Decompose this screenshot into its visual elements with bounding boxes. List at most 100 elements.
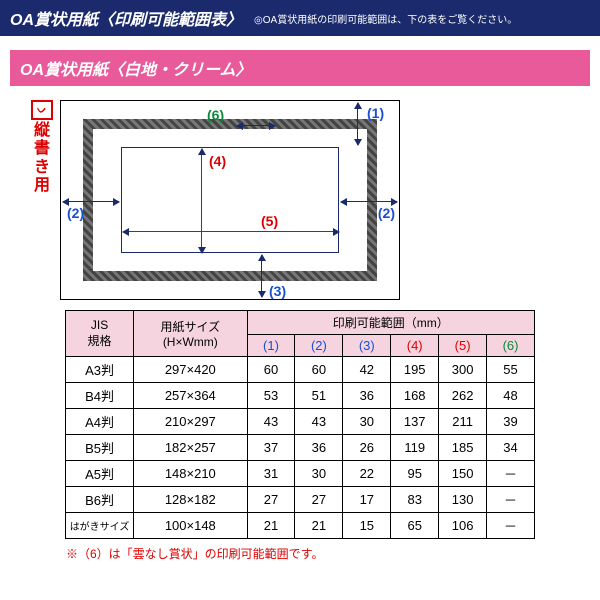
header-title: OA賞状用紙〈印刷可能範囲表〉 [10,6,242,30]
cell-v: 36 [343,383,391,409]
th-label: (3) [359,338,375,353]
dim-label-4: (4) [209,153,226,169]
cell-v: 15 [343,513,391,539]
table-row: A3判297×42060604219530055 [66,357,535,383]
cell-v: － [487,487,535,513]
arrow-4 [201,149,202,253]
cell-v: 168 [391,383,439,409]
cell-v: 30 [343,409,391,435]
cell-v: 34 [487,435,535,461]
cell-v: 27 [247,487,295,513]
vlabel-char: き [34,159,50,177]
th-c5: (5) [439,335,487,357]
cell-v: 83 [391,487,439,513]
table-row: B6判128×18227271783130－ [66,487,535,513]
th-label: 用紙サイズ (H×Wmm) [160,320,220,349]
printable-area [121,147,339,253]
cell-v: 211 [439,409,487,435]
cell-jis: A4判 [66,409,134,435]
arrow-1 [357,103,358,145]
th-c2: (2) [295,335,343,357]
arrow-2l [63,201,119,202]
cell-v: 150 [439,461,487,487]
cell-v: 48 [487,383,535,409]
cell-v: 65 [391,513,439,539]
th-label: (4) [407,338,423,353]
table-row: はがきサイズ100×14821211565106－ [66,513,535,539]
th-label: (5) [455,338,471,353]
cell-v: 21 [295,513,343,539]
cell-v: 185 [439,435,487,461]
th-c1: (1) [247,335,295,357]
dim-label-1: (1) [367,105,384,121]
th-label: (1) [263,338,279,353]
th-c3: (3) [343,335,391,357]
arrow-3 [261,255,262,297]
cell-v: 30 [295,461,343,487]
cell-jis: A3判 [66,357,134,383]
cell-jis: B5判 [66,435,134,461]
cell-size: 100×148 [134,513,247,539]
header-bar: OA賞状用紙〈印刷可能範囲表〉 ◎OA賞状用紙の印刷可能範囲は、下の表をご覧くだ… [0,0,600,36]
dim-label-3: (3) [269,283,286,299]
arrow-5 [123,231,339,232]
th-c4: (4) [391,335,439,357]
cell-size: 148×210 [134,461,247,487]
cell-v: 95 [391,461,439,487]
cell-v: 119 [391,435,439,461]
cell-v: 60 [295,357,343,383]
cell-v: 137 [391,409,439,435]
table-row: B5判182×25737362611918534 [66,435,535,461]
cell-size: 257×364 [134,383,247,409]
dim-label-2r: (2) [378,205,395,221]
th-label: JIS 規格 [88,318,112,348]
cell-v: 130 [439,487,487,513]
cell-size: 210×297 [134,409,247,435]
cell-v: 17 [343,487,391,513]
cell-v: 22 [343,461,391,487]
cell-jis: B6判 [66,487,134,513]
subtitle-bar: OA賞状用紙〈白地・クリーム〉 [10,50,590,86]
cell-v: 55 [487,357,535,383]
dim-label-6: (6) [207,107,224,123]
vertical-label: ᨆ 縦 書 き 用 [30,100,54,196]
cell-v: 42 [343,357,391,383]
table-row: B4判257×36453513616826248 [66,383,535,409]
th-jis: JIS 規格 [66,311,134,357]
cell-v: 39 [487,409,535,435]
dim-label-5: (5) [261,213,278,229]
cell-v: － [487,461,535,487]
th-label: (2) [311,338,327,353]
table-row: A5判148×21031302295150－ [66,461,535,487]
arrow-6 [237,125,275,126]
dim-label-2l: (2) [67,205,84,221]
paper-diagram: (1) (6) (2) (2) (3) (4) (5) [60,100,400,300]
vlabel-char: 縦 [34,122,50,140]
header-note: ◎OA賞状用紙の印刷可能範囲は、下の表をご覧ください。 [254,11,517,26]
cell-size: 182×257 [134,435,247,461]
cell-jis: B4判 [66,383,134,409]
cell-v: 60 [247,357,295,383]
cell-v: － [487,513,535,539]
orientation-icon: ᨆ [31,100,53,120]
cell-jis: はがきサイズ [66,513,134,539]
vlabel-char: 用 [34,177,50,195]
table-header-row: JIS 規格 用紙サイズ (H×Wmm) 印刷可能範囲（mm） [66,311,535,335]
vlabel-char: 書 [34,140,50,158]
th-size: 用紙サイズ (H×Wmm) [134,311,247,357]
cell-v: 43 [247,409,295,435]
cell-v: 43 [295,409,343,435]
th-range: 印刷可能範囲（mm） [247,311,534,335]
table-row: A4判210×29743433013721139 [66,409,535,435]
cell-v: 195 [391,357,439,383]
cell-v: 36 [295,435,343,461]
cell-v: 300 [439,357,487,383]
cell-v: 262 [439,383,487,409]
spec-table-wrap: JIS 規格 用紙サイズ (H×Wmm) 印刷可能範囲（mm） (1) (2) … [65,310,535,539]
arrow-2r [341,201,397,202]
cell-v: 27 [295,487,343,513]
th-c6: (6) [487,335,535,357]
cell-jis: A5判 [66,461,134,487]
cell-size: 297×420 [134,357,247,383]
diagram-section: ᨆ 縦 書 き 用 (1) (6) (2) (2) (3) (4) (5) [0,96,600,306]
